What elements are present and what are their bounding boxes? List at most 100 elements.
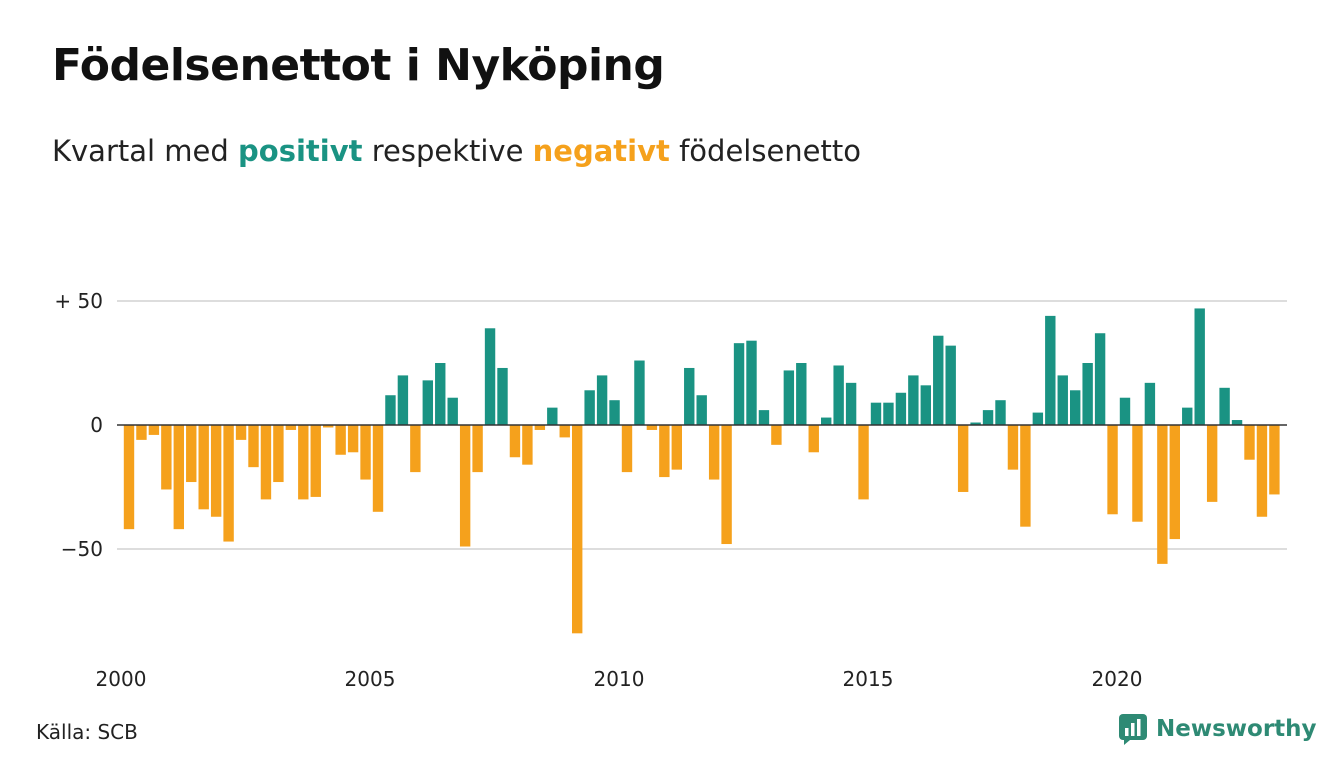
x-tick-label: 2005	[345, 667, 396, 691]
bar	[733, 343, 745, 425]
bar	[796, 363, 807, 425]
bar	[1256, 425, 1268, 517]
bar	[385, 395, 396, 425]
bar	[1269, 425, 1280, 495]
bar	[248, 425, 259, 468]
bar	[435, 363, 446, 425]
bar	[883, 402, 894, 425]
bar	[920, 385, 931, 425]
brand-logo: Newsworthy	[1118, 713, 1317, 745]
bar	[833, 365, 844, 425]
bar	[1206, 425, 1218, 502]
bars-layer	[123, 308, 1280, 634]
bar	[908, 375, 919, 425]
bar	[397, 375, 409, 425]
bar	[173, 425, 184, 530]
chart-title: Födelsenettot i Nyköping	[52, 40, 665, 91]
bar	[198, 425, 209, 510]
bar	[547, 407, 558, 425]
bar	[858, 425, 869, 500]
bar	[771, 425, 782, 445]
y-tick-label: 0	[90, 413, 103, 437]
x-tick-label: 2020	[1092, 667, 1143, 691]
bar	[995, 400, 1006, 425]
bar	[758, 410, 770, 425]
bar	[1057, 375, 1068, 425]
bar	[1157, 425, 1168, 564]
bar	[298, 425, 309, 500]
bar	[845, 382, 857, 425]
bar	[484, 328, 496, 425]
source-note: Källa: SCB	[36, 720, 138, 744]
subtitle-positive-word: positivt	[238, 134, 363, 168]
bar	[596, 375, 608, 425]
bar	[982, 410, 994, 425]
bar	[522, 425, 533, 465]
y-tick-label: + 50	[54, 289, 103, 313]
bar	[136, 425, 147, 440]
bar	[260, 425, 272, 500]
bar	[410, 425, 421, 473]
bar	[472, 425, 483, 473]
bar	[459, 425, 471, 547]
bar	[1182, 407, 1193, 425]
bar	[696, 395, 707, 425]
bar	[1094, 333, 1106, 425]
bar	[821, 417, 832, 425]
newsworthy-logo-icon	[1119, 714, 1147, 745]
bar	[347, 425, 359, 453]
bar	[186, 425, 197, 483]
x-tick-label: 2010	[594, 667, 645, 691]
bar	[161, 425, 172, 490]
bar	[970, 422, 981, 425]
bar	[1119, 397, 1131, 425]
bar	[422, 380, 433, 425]
bar	[783, 370, 795, 425]
y-tick-label: −50	[61, 537, 103, 561]
x-tick-label: 2015	[843, 667, 894, 691]
bar	[646, 425, 658, 430]
bar	[746, 340, 757, 425]
bar	[123, 425, 135, 530]
bar	[584, 390, 595, 425]
bar	[1082, 363, 1093, 425]
bar	[634, 360, 645, 425]
bar	[1007, 425, 1019, 470]
bar	[1231, 420, 1243, 425]
bar	[721, 425, 732, 545]
axis-layer: + 50 0 −50 2000 2005 2010 2015 2020	[54, 289, 1287, 691]
subtitle-prefix: Kvartal med	[52, 134, 229, 168]
bar	[684, 367, 695, 425]
bar	[1244, 425, 1255, 460]
bar	[621, 425, 633, 473]
bar	[945, 345, 956, 425]
bar	[870, 402, 882, 425]
bar	[933, 335, 944, 425]
bar	[148, 425, 160, 435]
brand-name: Newsworthy	[1156, 716, 1317, 742]
bar	[372, 425, 384, 512]
bar	[1107, 425, 1118, 515]
subtitle-middle: respektive	[371, 134, 524, 168]
bar	[534, 425, 546, 430]
bar	[360, 425, 371, 480]
bar	[497, 367, 508, 425]
bar	[559, 425, 570, 438]
bar	[659, 425, 670, 478]
chart-subtitle: Kvartal med positivt respektive negativt…	[52, 134, 861, 168]
bar	[1219, 387, 1230, 425]
bar	[1020, 425, 1031, 527]
bar	[1132, 425, 1143, 522]
bar	[1070, 390, 1081, 425]
bar	[609, 400, 620, 425]
bar	[310, 425, 321, 497]
bar	[671, 425, 682, 470]
bar	[1144, 382, 1156, 425]
bar	[708, 425, 720, 480]
bar	[572, 425, 583, 634]
bar	[1194, 308, 1205, 425]
bar	[1045, 315, 1056, 425]
bar	[285, 425, 297, 430]
x-tick-label: 2000	[96, 667, 147, 691]
